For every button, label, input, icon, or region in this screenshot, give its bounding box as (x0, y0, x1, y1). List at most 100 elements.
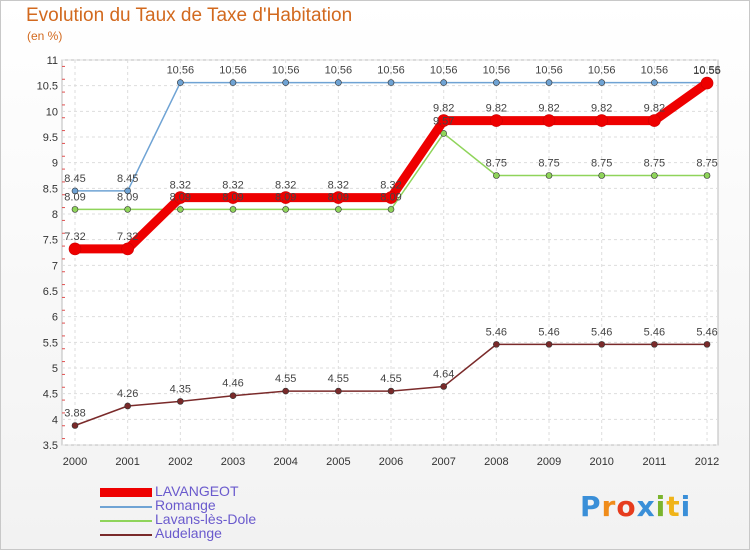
y-tick-label: 11 (47, 55, 58, 67)
data-point (226, 191, 240, 204)
data-label: 8.75 (538, 158, 559, 170)
x-tick-label: 2009 (537, 456, 561, 468)
logo-letter: i (655, 490, 667, 523)
y-tick-label: 10 (46, 106, 58, 118)
data-point (121, 242, 134, 256)
y-tick-label: 10.5 (37, 81, 58, 93)
legend-label-lavangeot: LAVANGEOT (155, 483, 239, 499)
data-point (229, 392, 237, 400)
data-point (177, 398, 184, 405)
data-point (282, 387, 289, 395)
data-point (71, 187, 79, 195)
data-label: 8.75 (644, 158, 665, 170)
data-point (124, 402, 131, 410)
y-tick-label: 4.5 (43, 389, 58, 401)
data-point (440, 383, 447, 390)
logo-letter: r (601, 490, 617, 523)
data-label: 8.09 (117, 191, 138, 203)
legend-item-audelange: Audelange (100, 525, 340, 541)
logo-letter: i (680, 490, 692, 523)
data-label: 4.55 (380, 373, 401, 385)
data-point (332, 191, 345, 204)
x-tick-label: 2004 (273, 456, 297, 468)
data-label: 8.75 (591, 158, 612, 170)
data-label: 5.46 (538, 326, 559, 338)
data-point (387, 387, 395, 395)
y-tick-label: 5.5 (43, 337, 58, 349)
data-point (437, 114, 450, 127)
data-label: 10.56 (325, 65, 353, 77)
data-label: 8.75 (696, 158, 717, 170)
data-point (282, 79, 289, 86)
chart-subtitle: (en %) (27, 29, 63, 43)
data-point (124, 206, 131, 213)
data-label: 8.09 (380, 191, 401, 203)
data-point (493, 79, 500, 86)
y-tick-label: 6 (52, 312, 58, 324)
data-label: 10.56 (588, 65, 616, 77)
legend-swatch-romange (100, 506, 152, 508)
data-label: 10.56 (272, 65, 300, 77)
data-point (440, 79, 447, 86)
data-point (493, 172, 500, 179)
data-label: 8.45 (117, 173, 138, 185)
proxiti-logo: Proxiti (580, 490, 691, 523)
legend-item-lavangeot: LAVANGEOT (100, 483, 340, 499)
data-point (598, 172, 606, 179)
legend-swatch-lavans-les-dole (100, 520, 152, 522)
data-label: 9.82 (538, 103, 559, 115)
data-label: 7.32 (64, 231, 85, 243)
data-point (229, 206, 237, 213)
data-label: 4.64 (433, 368, 454, 380)
data-label: 4.55 (328, 373, 349, 385)
data-point (490, 114, 503, 127)
data-point (335, 206, 342, 213)
x-tick-label: 2012 (695, 456, 719, 468)
data-label: 10.56 (693, 65, 721, 77)
y-tick-label: 3.5 (43, 440, 58, 452)
x-tick-label: 2007 (431, 456, 455, 468)
data-label: 5.46 (696, 326, 717, 338)
data-point (545, 172, 553, 179)
data-label: 10.56 (535, 65, 563, 77)
x-tick-label: 2008 (484, 456, 508, 468)
data-label: 8.09 (64, 191, 85, 203)
data-label: 10.56 (377, 65, 405, 77)
data-point (648, 114, 661, 127)
y-tick-label: 6.5 (43, 286, 58, 298)
data-label: 4.55 (275, 373, 296, 385)
data-label: 10.56 (219, 65, 247, 77)
data-point (387, 206, 395, 213)
data-point (651, 341, 658, 348)
data-point (177, 79, 184, 86)
data-label: 8.32 (170, 180, 191, 192)
data-point (68, 242, 82, 256)
data-label: 4.26 (117, 388, 138, 400)
data-label: 9.82 (486, 103, 507, 115)
data-point (703, 172, 711, 179)
logo-letter: t (666, 490, 681, 523)
y-tick-label: 8.5 (43, 183, 58, 195)
data-point (229, 79, 237, 86)
data-label: 8.32 (275, 180, 296, 192)
data-point (124, 187, 131, 195)
y-tick-label: 7 (52, 260, 58, 272)
data-label: 8.09 (328, 191, 349, 203)
data-label: 8.32 (222, 180, 243, 192)
legend-label-lavans-les-dole: Lavans-lès-Dole (155, 511, 257, 527)
data-label: 8.32 (328, 180, 349, 192)
data-label: 7.32 (117, 231, 138, 243)
data-label: 9.57 (433, 115, 454, 127)
data-point (703, 341, 711, 348)
data-point (177, 206, 184, 213)
data-label: 8.32 (380, 180, 401, 192)
x-tick-label: 2001 (115, 456, 139, 468)
data-label: 9.82 (433, 103, 454, 115)
legend-label-audelange: Audelange (155, 525, 222, 541)
data-point (651, 79, 658, 86)
legend-label-romange: Romange (155, 497, 216, 513)
chart-legend: LAVANGEOT Romange Lavans-lès-Dole Audela… (100, 483, 340, 541)
data-label: 5.46 (591, 326, 612, 338)
data-point (493, 341, 500, 348)
